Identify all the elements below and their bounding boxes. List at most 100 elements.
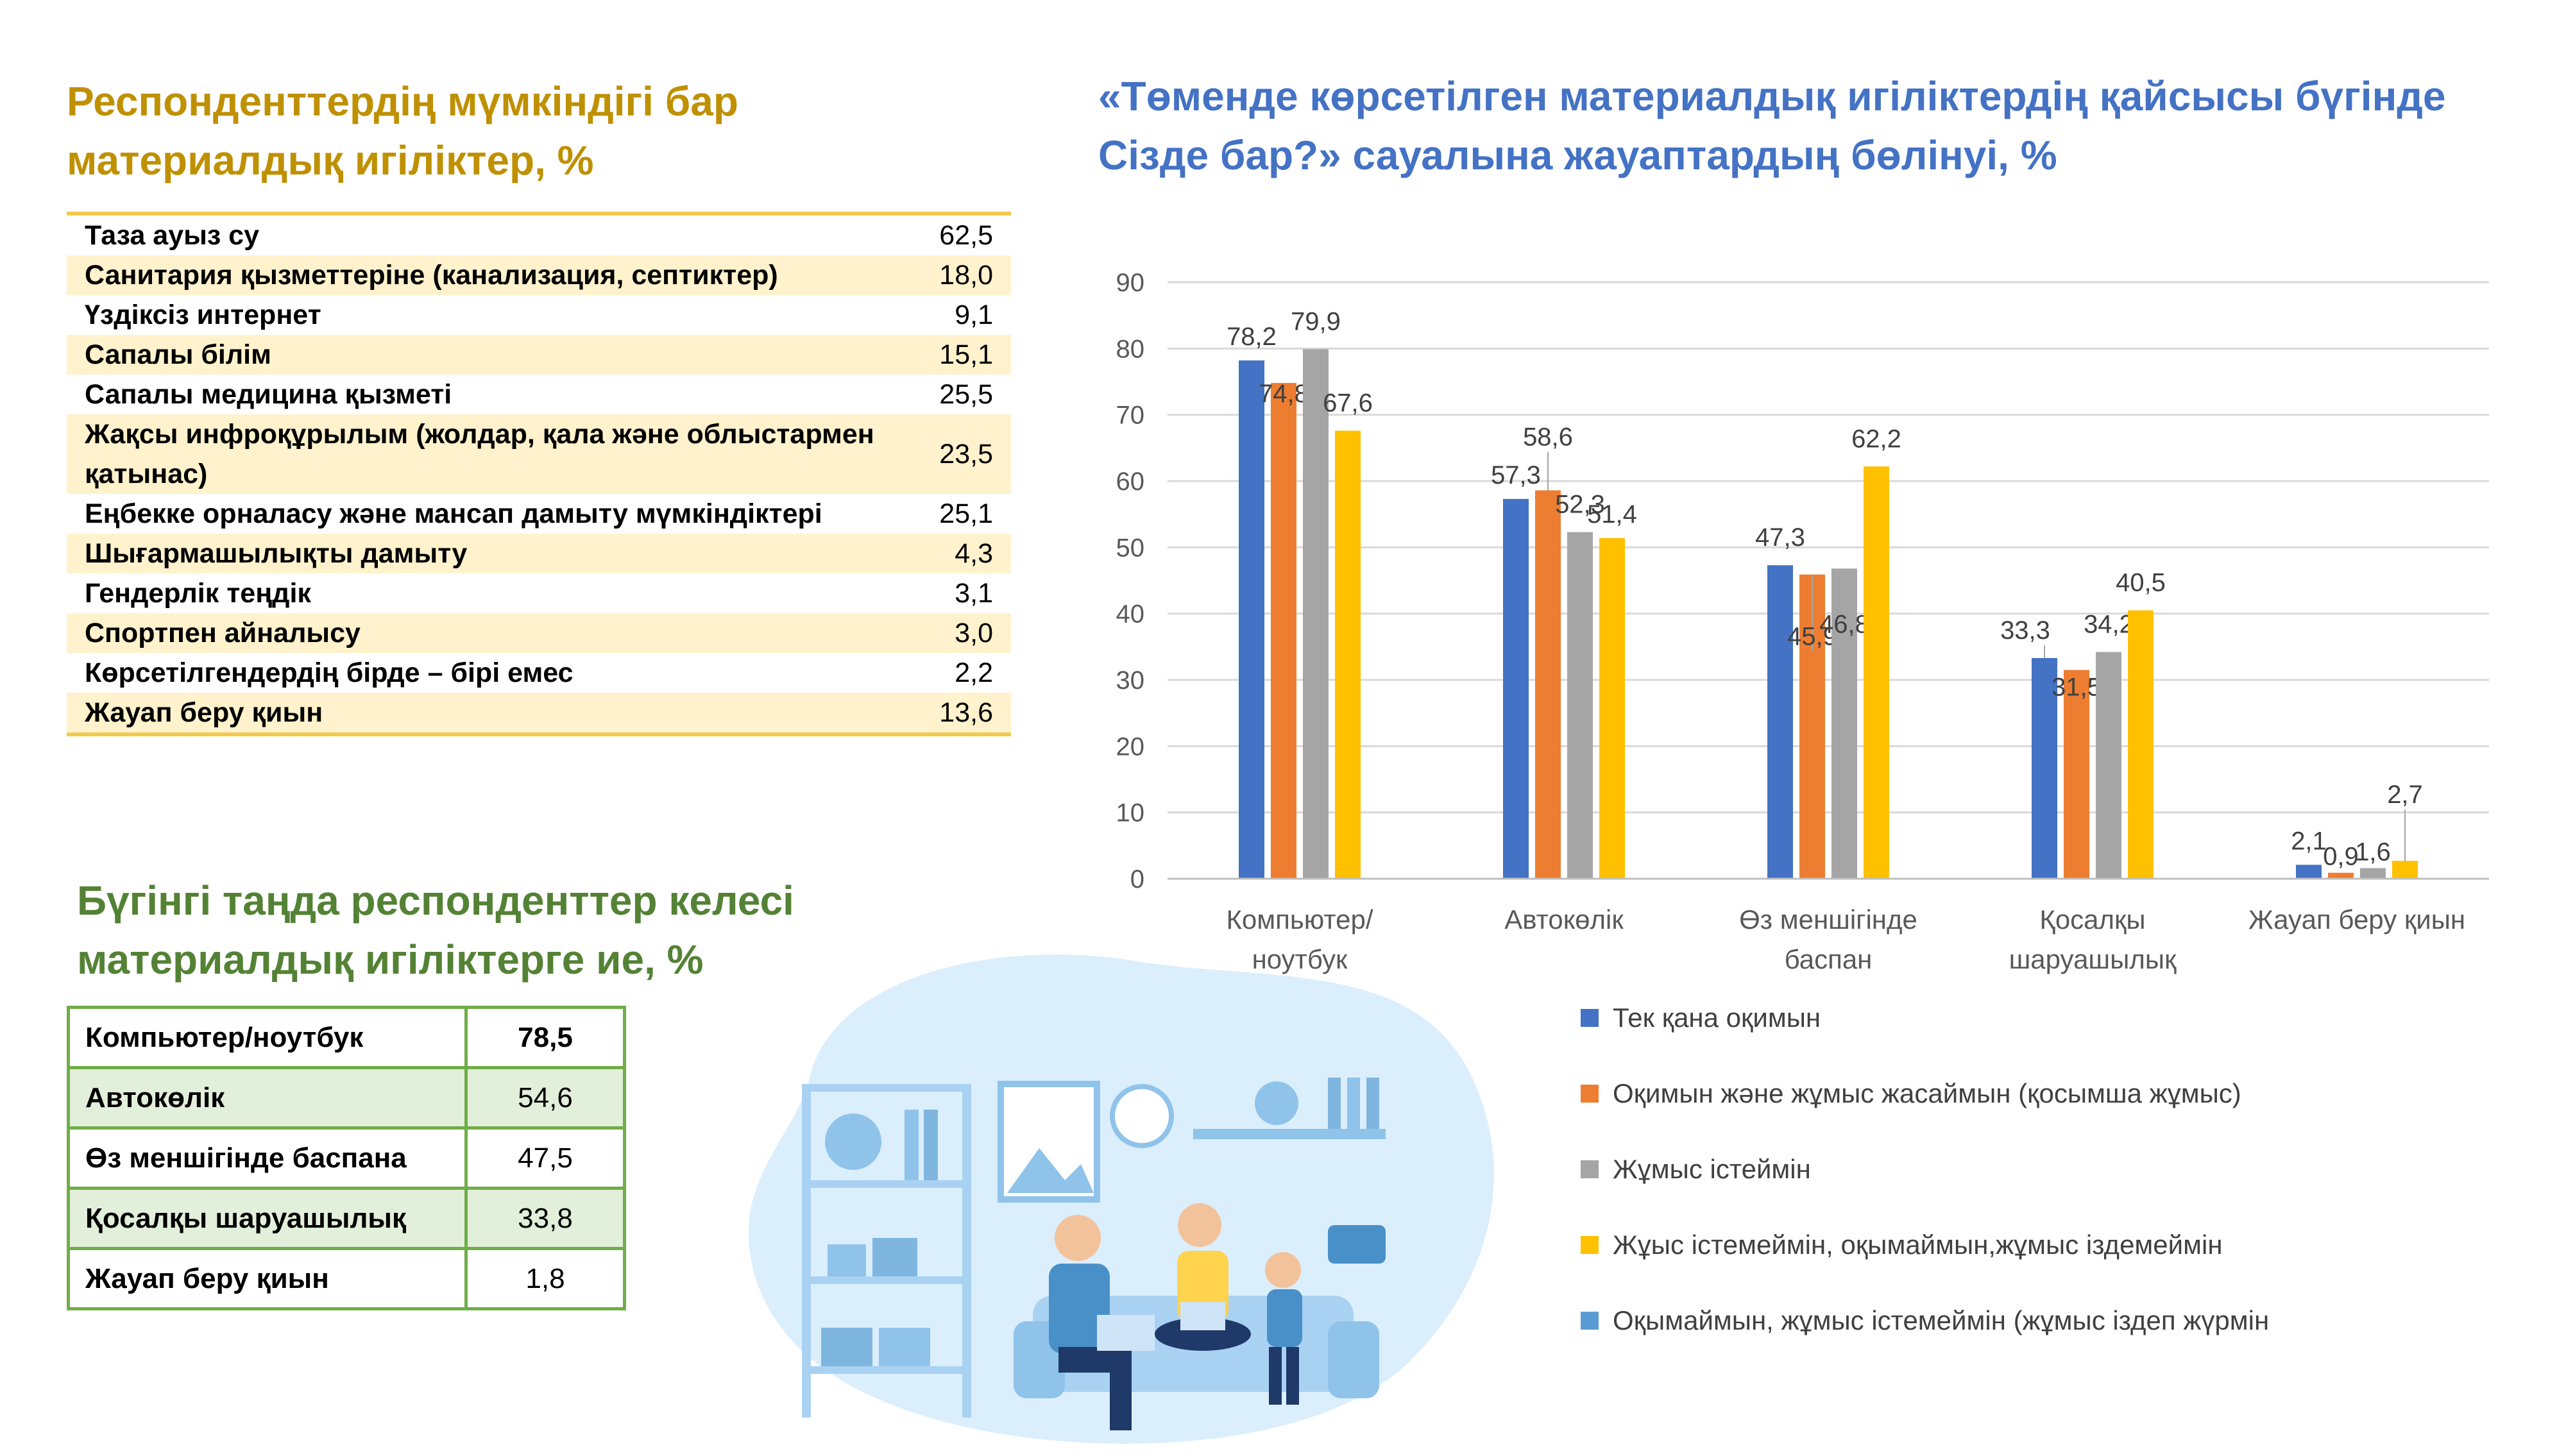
row-label: Компьютер/ноутбук [67,1006,468,1069]
y-tick-label: 70 [1116,402,1145,430]
table-row: Таза ауыз су 62,5 [67,216,1011,255]
row-value: 47,5 [464,1126,626,1190]
row-value: 3,1 [955,577,993,609]
bar [1503,498,1529,879]
data-label: 51,4 [1587,500,1637,529]
bar [1599,538,1625,879]
legend-item: Жұыс істемеймін, оқымаймын,жұмыс іздемей… [1581,1225,2511,1265]
y-tick-label: 90 [1116,269,1145,297]
legend-item: Оқимын және жұмыс жасаймын (қосымша жұмы… [1581,1074,2511,1113]
row-label: Жауап беру қиын [67,1247,468,1310]
row-value: 1,8 [464,1247,626,1310]
bar [1271,383,1296,879]
table-row: Жақсы инфроқұрылым (жолдар, қала және об… [67,414,1011,494]
legend-label: Оқымаймын, жұмыс істемеймін (жұмыс іздеп… [1613,1305,2270,1335]
row-value: 18,0 [939,259,993,291]
table-row: Компьютер/ноутбук 78,5 [67,1006,626,1069]
legend-swatch [1581,1312,1599,1330]
bar [1567,532,1593,879]
row-value: 54,6 [464,1066,626,1130]
row-value: 25,1 [939,498,993,529]
table-row: Сапалы білім 15,1 [67,335,1011,375]
legend-swatch [1581,1009,1599,1027]
man-figure [1049,1215,1155,1430]
legend-swatch [1581,1085,1599,1103]
x-tick-label: Өз меншігінде [1739,904,1917,935]
x-tick-label: Қосалқы [2039,904,2145,935]
data-label: 74,8 [1259,380,1309,408]
y-tick-label: 60 [1116,468,1145,496]
table-row: Көрсетілгендердің бірде – бірі емес 2,2 [67,653,1011,693]
bar [2392,861,2418,879]
table-row: Еңбекке орналасу және мансап дамыту мүмк… [67,494,1011,534]
data-label: 58,6 [1523,423,1573,451]
child-figure [1265,1252,1302,1405]
wall-clock [1110,1084,1174,1148]
table-row: Сапалы медицина қызметі 25,5 [67,375,1011,414]
row-value: 15,1 [939,339,993,370]
legend-item: Оқымаймын, жұмыс істемеймін (жұмыс іздеп… [1581,1301,2511,1341]
row-value: 9,1 [955,299,993,330]
resources-table: Таза ауыз су 62,5 Санитария қызметтеріне (… [67,212,1011,736]
bar [2032,657,2057,879]
data-label: 78,2 [1227,323,1277,351]
y-tick-label: 40 [1116,600,1145,629]
row-label: Гендерлік теңдік [85,578,311,609]
row-label: Көрсетілгендердің бірде – бірі емес [85,657,574,688]
row-value: 13,6 [939,697,993,728]
data-label: 47,3 [1755,523,1805,552]
table-row: Автокөлік 54,6 [67,1066,626,1130]
speech-bubble [1328,1225,1386,1264]
chart-title: «Төменде көрсетілген материалдық игілікт… [1098,73,2446,178]
row-value: 2,2 [955,657,993,688]
data-label: 33,3 [2000,616,2050,645]
data-label: 62,2 [1851,425,1901,453]
data-label: 0,9 [2323,843,2359,871]
row-label: Қосалқы шаруашылық [67,1187,468,1250]
row-value: 33,8 [464,1187,626,1250]
row-label: Үздіксіз интернет [85,300,321,330]
row-value: 4,3 [955,538,993,569]
row-label: Санитария қызметтеріне (канализация, сеп… [85,260,778,291]
wall-shelf [1193,1129,1386,1139]
y-tick-label: 10 [1116,799,1145,827]
table1-title: Респонденттердің мүмкіндігі бар материал… [67,78,738,183]
bar [2128,610,2154,879]
x-tick-label: ноутбук [1252,944,1348,974]
data-label: 2,7 [2387,781,2423,809]
table-row: Жауап беру қиын 13,6 [67,693,1011,732]
bar [2064,670,2089,879]
table-row: Үздіксіз интернет 9,1 [67,295,1011,335]
table-row: Шығармашылықты дамыту 4,3 [67,534,1011,573]
row-value: 25,5 [939,378,993,410]
data-label: 1,6 [2355,838,2391,866]
bar [2328,872,2354,879]
bar [1239,360,1264,879]
row-value: 78,5 [464,1006,626,1069]
row-label: Өз меншігінде баспана [67,1126,468,1190]
row-label: Еңбекке орналасу және мансап дамыту мүмк… [85,498,822,529]
x-tick-label: баспан [1785,944,1873,974]
row-label: Жауап беру қиын [85,697,323,728]
bar [2360,868,2386,879]
legend-item: Тек қана оқимын [1581,998,2511,1038]
table2-title: Бүгінгі таңда респонденттер келесі матер… [77,877,794,983]
woman-figure [1155,1203,1251,1351]
bar-chart: 0 10 20 30 40 50 60 70 80 90 78,2 57,3 47,3 33,3 2,1 74… [1116,269,2489,974]
family-illustration [748,954,1494,1444]
data-label: 31,5 [2052,673,2102,702]
data-label: 40,5 [2116,569,2166,597]
data-label: 2,1 [2291,827,2327,855]
row-label: Жақсы инфроқұрылым (жолдар, қала және об… [85,419,874,489]
y-tick-label: 0 [1130,865,1144,893]
x-tick-label: Автокөлік [1504,904,1624,935]
row-label: Таза ауыз су [85,220,260,251]
legend-label: Тек қана оқимын [1613,1003,1821,1033]
table-row: Қосалқы шаруашылық 33,8 [67,1187,626,1250]
data-label: 79,9 [1291,307,1341,335]
row-label: Автокөлік [67,1066,468,1130]
bar [1864,466,1889,879]
legend-label: Жұыс істемеймін, оқымаймын,жұмыс іздемей… [1613,1230,2223,1260]
bar [2296,865,2322,879]
table-row: Өз меншігінде баспана 47,5 [67,1126,626,1190]
